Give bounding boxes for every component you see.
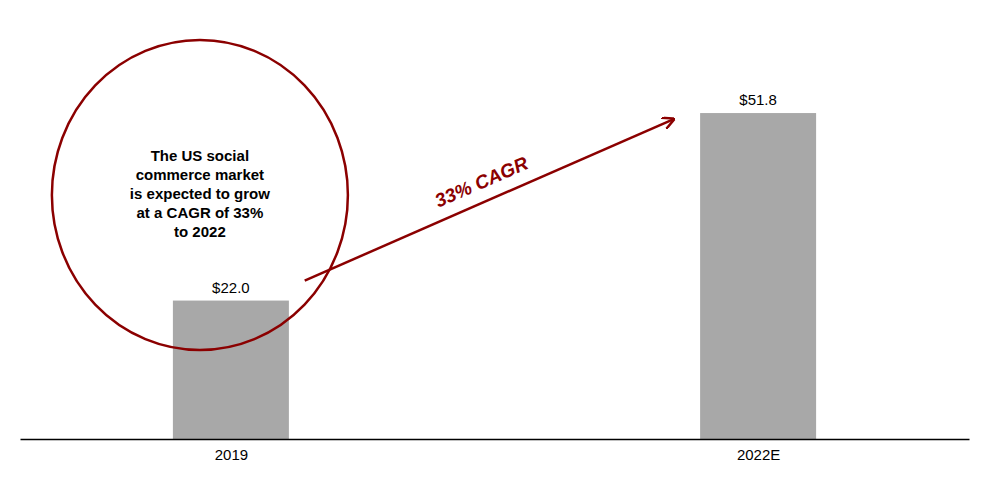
x-tick-label: 2022E	[737, 446, 780, 463]
x-tick: 2019	[215, 446, 248, 463]
circle-text: The US social commerce market is expected …	[130, 147, 270, 240]
bars	[173, 113, 816, 439]
chart-container: 2019 2022E $22.0 $51.8 33% CAGR The US social…	[0, 0, 989, 479]
data-label: $22.0	[212, 279, 250, 296]
circle-text-line: The US social	[151, 147, 249, 164]
circle-text-line: is expected to grow	[130, 185, 270, 202]
circle-text-line: to 2022	[174, 223, 226, 240]
plot-area: 2019 2022E $22.0 $51.8 33% CAGR	[21, 91, 970, 463]
circle-text-line: at a CAGR of 33%	[137, 204, 264, 221]
data-label: $51.8	[739, 91, 777, 108]
highlight-circle	[52, 40, 348, 350]
chart-svg: 2019 2022E $22.0 $51.8 33% CAGR The US social…	[0, 0, 989, 479]
bar	[700, 113, 816, 439]
data-labels: $22.0 $51.8	[212, 91, 777, 296]
arrow-label: 33% CAGR	[432, 152, 532, 211]
x-tick-label: 2019	[215, 446, 248, 463]
circle-text-line: commerce market	[136, 166, 264, 183]
x-axis: 2019 2022E	[21, 440, 970, 463]
x-axis-line	[21, 439, 970, 441]
cagr-arrow	[305, 119, 674, 281]
bar	[173, 301, 289, 439]
x-tick: 2022E	[737, 446, 780, 463]
